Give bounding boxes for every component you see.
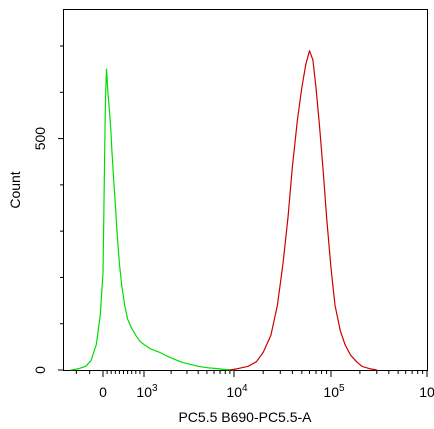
x-tick-label-4: 10 xyxy=(419,384,434,400)
x-tick-label-2: 104 xyxy=(226,383,248,400)
x-tick-label-1: 103 xyxy=(136,383,158,400)
series-1-line xyxy=(229,50,377,371)
x-axis: 0 103 104 105 10 xyxy=(75,370,434,400)
y-axis: 0 500 xyxy=(32,45,63,374)
y-axis-label: Count xyxy=(7,171,23,208)
plot-frame xyxy=(63,9,428,371)
series-layer xyxy=(70,50,377,371)
x-tick-label-0: 0 xyxy=(99,384,107,400)
y-tick-label-1: 500 xyxy=(32,127,48,151)
x-tick-label-3: 105 xyxy=(323,383,345,400)
x-axis-label: PC5.5 B690-PC5.5-A xyxy=(178,409,312,425)
y-tick-label-0: 0 xyxy=(32,366,48,374)
series-0-line xyxy=(70,68,235,371)
